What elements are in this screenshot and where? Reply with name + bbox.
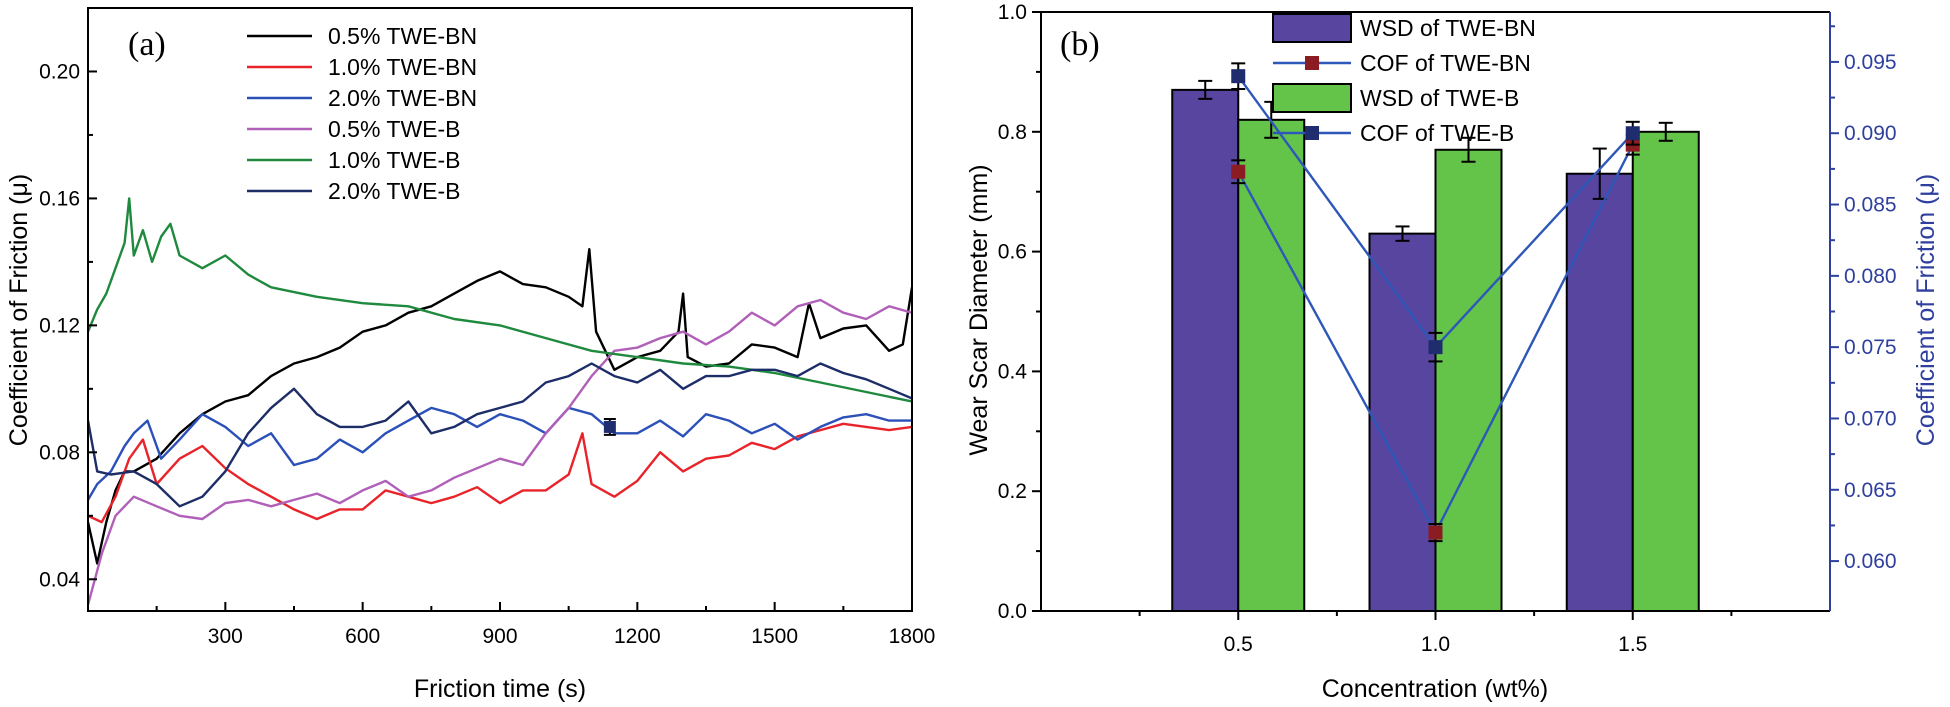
panel-b-cof-marker [1231,69,1246,84]
panel-b-bar-b [1434,148,1503,613]
panel-b-legend-label: WSD of TWE-B [1360,85,1519,111]
panel-b-y-tick-label: 0.4 [998,360,1028,383]
panel-a-x-axis-title: Friction time (s) [414,675,586,703]
panel-a-y-tick-label: 0.12 [39,314,80,337]
panel-b-cof-marker [1625,126,1640,141]
panel-b-y2-tick-label: 0.090 [1844,122,1897,145]
panel-a-legend-label: 2.0% TWE-B [328,178,461,204]
panel-b-y-axis-title: Wear Scar Diameter (mm) [965,164,993,455]
panel-a-series-line-5 [88,362,912,508]
panel-a-x-tick-label: 900 [482,625,517,648]
panel-a-series-line-1 [88,422,912,524]
panel-a-legend-label: 2.0% TWE-BN [328,85,477,111]
panel-a-x-tick-label: 300 [208,625,243,648]
panel-b-y-tick-label: 0.6 [998,241,1027,264]
panel-b-legend-swatch-bar-bn [1272,13,1352,43]
panel-b-y-tick-label: 0.2 [998,480,1027,503]
panel-a-y-tick-label: 0.04 [39,568,80,591]
panel-a-frame [87,7,913,612]
panel-b-cof-lines [1231,62,1640,543]
panel-b-bar-b [1237,118,1306,612]
panel-a-y-tick-label: 0.20 [39,60,80,83]
panel-b-bar-bn [1171,88,1240,613]
panel-b-x-tick-label: 1.0 [1421,633,1450,656]
panel-a-errorbar-marker [603,420,616,433]
panel-b-legend-swatch-bar-b [1272,83,1352,113]
panel-b-label: (b) [1060,26,1100,63]
panel-b-y2-axis-title: Coefficient of Friction (μ) [1912,174,1940,446]
panel-a-chart: 300 600 900 1200 1500 1800 0.04 0.08 0.12 0.16 0.2… [5,7,935,703]
panel-b-legend-label: COF of TWE-B [1360,120,1514,146]
panel-b-legend-marker-b [1305,126,1319,140]
panel-b-y2-tick-label: 0.080 [1844,265,1897,288]
panel-b-bars [1171,79,1700,613]
panel-b-x-tick-label: 1.5 [1618,633,1647,656]
panel-a-legend-label: 1.0% TWE-BN [328,54,477,80]
panel-b-bar-bn [1368,232,1437,612]
panel-b-ticks: 0.5 1.0 1.5 0.0 0.2 0.4 0.6 0.8 1.0 0.060 0.065 0.0… [998,1,1897,656]
panel-b-y2-tick-label: 0.065 [1844,479,1897,502]
panel-a-legend-label: 1.0% TWE-B [328,147,461,173]
panel-b-legend-marker-bn [1305,56,1319,70]
panel-b-bar-bn [1565,172,1634,612]
panel-b-y2-tick-label: 0.075 [1844,336,1897,359]
panel-a-ticks: 300 600 900 1200 1500 1800 0.04 0.08 0.12 0.16 0.2… [39,60,935,648]
panel-b-y-tick-label: 0.8 [998,121,1027,144]
panel-b-y2-tick-label: 0.060 [1844,550,1897,573]
panel-a-series-line-4 [88,197,912,403]
panel-a-series-line-0 [88,247,912,565]
panel-a-legend-label: 0.5% TWE-B [328,116,461,142]
panel-a-y-tick-label: 0.16 [39,187,80,210]
panel-a-legend: 0.5% TWE-BN 1.0% TWE-BN 2.0% TWE-BN 0.5% TW… [247,23,477,204]
panel-b-x-axis-title: Concentration (wt%) [1322,675,1548,703]
panel-a-y-tick-label: 0.08 [39,441,80,464]
panel-b-y-tick-label: 1.0 [998,1,1027,24]
panel-b-bar-b [1631,130,1700,613]
panel-b-cof-marker [1231,164,1246,179]
panel-a-y-axis-title: Coefficient of Friction (μ) [5,174,33,446]
panel-b-chart: 0.5 1.0 1.5 0.0 0.2 0.4 0.6 0.8 1.0 0.060 0.065 0.0… [965,1,1940,703]
panel-b-legend: WSD of TWE-BN COF of TWE-BN WSD of TWE-B CO… [1272,13,1536,146]
panel-b-cof-marker [1428,525,1443,540]
panel-b-cof-marker [1428,340,1443,355]
panel-b-x-tick-label: 0.5 [1224,633,1253,656]
panel-a-x-tick-label: 1200 [614,625,661,648]
panel-a-annotation-group [603,417,616,436]
panel-b-y2-tick-label: 0.070 [1844,407,1897,430]
panel-a-series-group [88,197,912,606]
panel-b-y-tick-label: 0.0 [998,600,1027,623]
panel-a-legend-label: 0.5% TWE-BN [328,23,477,49]
panel-b-legend-label: WSD of TWE-BN [1360,15,1536,41]
panel-a-series-line-3 [88,298,912,606]
panel-b-y2-tick-label: 0.095 [1844,51,1897,74]
panel-b-legend-label: COF of TWE-BN [1360,50,1531,76]
panel-a-x-tick-label: 1800 [889,625,936,648]
panel-a-x-tick-label: 1500 [751,625,798,648]
panel-b-y2-tick-label: 0.085 [1844,194,1897,217]
panel-a-x-tick-label: 600 [345,625,380,648]
panel-a-label: (a) [128,26,166,63]
